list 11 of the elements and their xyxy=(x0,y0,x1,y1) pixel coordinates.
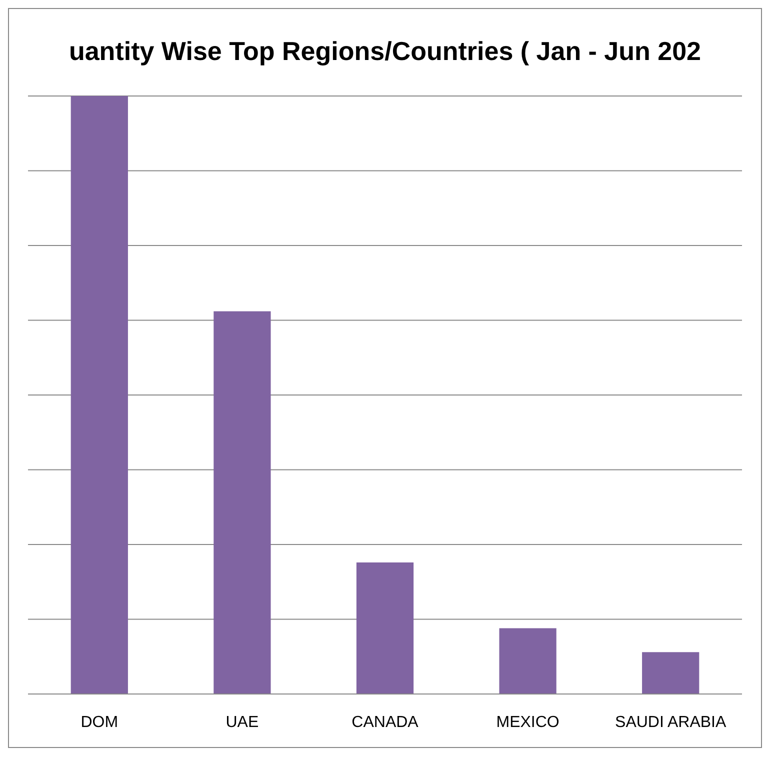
x-tick-label: MEXICO xyxy=(496,714,560,731)
x-tick-label: CANADA xyxy=(352,714,419,731)
bar xyxy=(70,96,128,694)
bar xyxy=(356,562,414,694)
bar xyxy=(214,311,271,694)
bar xyxy=(499,628,556,694)
x-tick-label: SAUDI ARABIA xyxy=(615,714,726,731)
x-tick-label: UAE xyxy=(226,714,259,731)
bar xyxy=(642,652,700,694)
chart-title: uantity Wise Top Regions/Countries ( Jan - Jun 202 xyxy=(68,36,702,66)
x-tick-label: DOM xyxy=(80,714,118,731)
